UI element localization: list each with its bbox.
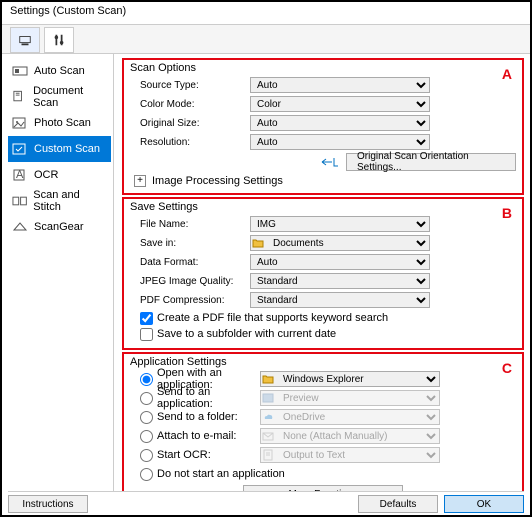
attach-email-select[interactable]: None (Attach Manually) (260, 428, 440, 444)
send-folder-radio[interactable] (140, 411, 153, 424)
pdf-keyword-checkbox[interactable] (140, 312, 153, 325)
attach-email-radio[interactable] (140, 430, 153, 443)
original-size-select[interactable]: Auto (250, 115, 430, 131)
subfolder-checkbox[interactable] (140, 328, 153, 341)
defaults-button[interactable]: Defaults (358, 495, 438, 513)
attach-email-label: Attach to e-mail: (157, 430, 236, 442)
sidebar-item-ocr[interactable]: A OCR (8, 162, 111, 188)
start-ocr-label: Start OCR: (157, 449, 211, 461)
start-ocr-select[interactable]: Output to Text (260, 447, 440, 463)
sidebar-item-custom-scan[interactable]: Custom Scan (8, 136, 111, 162)
sidebar-item-label: OCR (34, 169, 58, 181)
jpeg-label: JPEG Image Quality: (130, 276, 250, 287)
tab-scanner-icon[interactable] (10, 27, 40, 53)
resolution-label: Resolution: (130, 137, 250, 148)
image-processing-expand[interactable]: + Image Processing Settings (130, 175, 516, 187)
ok-button[interactable]: OK (444, 495, 524, 513)
rotate-icon (320, 155, 340, 169)
orientation-settings-button[interactable]: Original Scan Orientation Settings... (346, 153, 516, 171)
subfolder-label: Save to a subfolder with current date (157, 328, 336, 340)
savein-label: Save in: (130, 238, 250, 249)
send-app-label: Send to an application: (157, 386, 260, 410)
sidebar-item-label: Auto Scan (34, 65, 85, 77)
original-size-label: Original Size: (130, 118, 250, 129)
plus-icon: + (134, 175, 146, 187)
send-folder-label: Send to a folder: (157, 411, 238, 423)
section-letter: C (502, 360, 512, 376)
jpeg-select[interactable]: Standard (250, 273, 430, 289)
color-mode-label: Color Mode: (130, 99, 250, 110)
no-start-label: Do not start an application (157, 468, 285, 480)
savein-select[interactable]: Documents (250, 235, 430, 251)
open-app-radio[interactable] (140, 373, 153, 386)
application-settings-section: C Application Settings Open with an appl… (122, 352, 524, 492)
pdf-label: PDF Compression: (130, 295, 250, 306)
svg-text:A: A (16, 169, 24, 181)
tab-tools-icon[interactable] (44, 27, 74, 53)
resolution-select[interactable]: Auto (250, 134, 430, 150)
sidebar-item-label: Scan and Stitch (33, 189, 107, 213)
bottom-bar: Instructions Defaults OK (8, 491, 524, 511)
image-processing-label: Image Processing Settings (152, 175, 283, 187)
dataformat-label: Data Format: (130, 257, 250, 268)
sidebar-item-label: Photo Scan (34, 117, 91, 129)
save-settings-section: B Save Settings File Name: IMG Save in: … (122, 197, 524, 350)
filename-label: File Name: (130, 219, 250, 230)
send-app-radio[interactable] (140, 392, 153, 405)
source-type-label: Source Type: (130, 80, 250, 91)
sidebar-item-scangear[interactable]: ScanGear (8, 214, 111, 240)
scan-options-section: A Scan Options Source Type: Auto Color M… (122, 58, 524, 195)
no-start-radio[interactable] (140, 468, 153, 481)
send-folder-select[interactable]: OneDrive (260, 409, 440, 425)
section-title: Scan Options (130, 62, 516, 74)
sidebar-item-label: Custom Scan (34, 143, 100, 155)
sidebar: Auto Scan Document Scan Photo Scan Custo… (2, 54, 114, 492)
sidebar-item-label: Document Scan (33, 85, 107, 109)
toolbar (2, 24, 530, 54)
start-ocr-radio[interactable] (140, 449, 153, 462)
color-mode-select[interactable]: Color (250, 96, 430, 112)
source-type-select[interactable]: Auto (250, 77, 430, 93)
dataformat-select[interactable]: Auto (250, 254, 430, 270)
sidebar-item-photo-scan[interactable]: Photo Scan (8, 110, 111, 136)
sidebar-item-document-scan[interactable]: Document Scan (8, 84, 111, 110)
section-letter: A (502, 66, 512, 82)
section-letter: B (502, 205, 512, 221)
send-app-select[interactable]: Preview (260, 390, 440, 406)
sidebar-item-scan-stitch[interactable]: Scan and Stitch (8, 188, 111, 214)
open-app-select[interactable]: Windows Explorer (260, 371, 440, 387)
sidebar-item-label: ScanGear (34, 221, 84, 233)
window-title: Settings (Custom Scan) (2, 2, 530, 24)
section-title: Save Settings (130, 201, 516, 213)
pdf-select[interactable]: Standard (250, 292, 430, 308)
filename-select[interactable]: IMG (250, 216, 430, 232)
sidebar-item-auto-scan[interactable]: Auto Scan (8, 58, 111, 84)
instructions-button[interactable]: Instructions (8, 495, 88, 513)
pdf-keyword-label: Create a PDF file that supports keyword … (157, 312, 388, 324)
